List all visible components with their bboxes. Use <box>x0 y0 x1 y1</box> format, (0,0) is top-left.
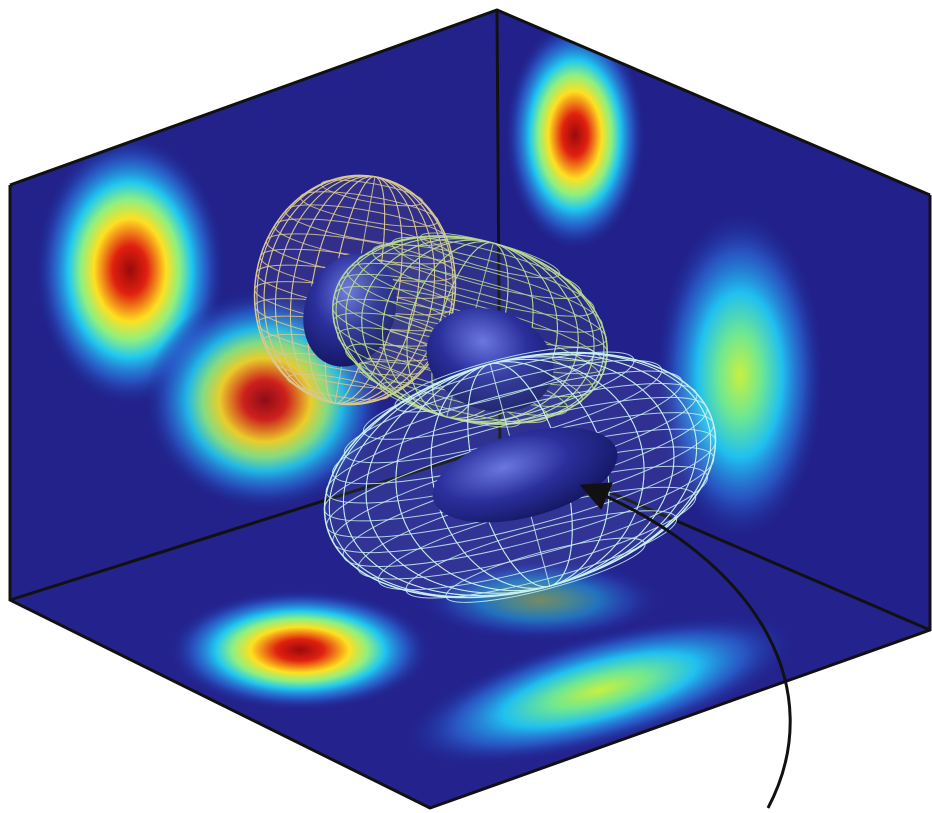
solid-ellipsoid <box>426 308 554 412</box>
density-blob <box>420 560 660 640</box>
ellipsoids <box>253 174 717 603</box>
density-blob <box>505 20 645 250</box>
floor-projections <box>170 560 794 765</box>
right-projections <box>505 20 825 540</box>
wire-outline <box>323 351 717 599</box>
edge <box>9 443 501 602</box>
box-edges <box>8 8 932 810</box>
density-blob <box>170 590 430 710</box>
wire-outline <box>253 174 457 406</box>
wire-outline <box>332 235 608 425</box>
edge <box>8 185 932 810</box>
arrow <box>579 482 792 809</box>
density-blob <box>655 210 825 540</box>
density-blob <box>406 615 794 765</box>
solid-ellipsoid <box>432 427 618 523</box>
